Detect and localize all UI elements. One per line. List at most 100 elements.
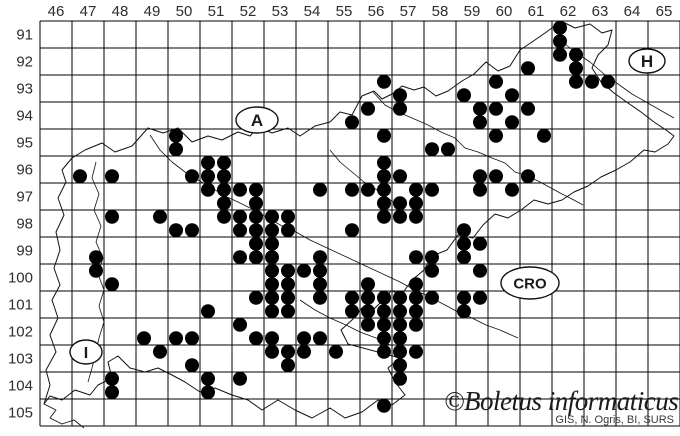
occurrence-dot xyxy=(153,209,167,224)
country-oval xyxy=(69,339,103,365)
occurrence-dot xyxy=(393,331,407,346)
occurrence-dot xyxy=(553,34,567,49)
occurrence-dot xyxy=(553,20,567,35)
occurrence-dot xyxy=(169,128,183,143)
row-axis-label: 101 xyxy=(8,297,33,314)
occurrence-dot xyxy=(217,209,231,224)
col-axis: 46 47 48 49 50 51 52 53 54 55 56 57 58 59 60 61 62 63 64 65 xyxy=(48,3,673,20)
occurrence-dot xyxy=(313,182,327,197)
occurrence-dot xyxy=(377,196,391,211)
row-axis-label: 100 xyxy=(8,270,33,287)
occurrence-dot xyxy=(409,182,423,197)
occurrence-dot xyxy=(265,209,279,224)
country-oval xyxy=(235,106,279,134)
occurrence-dot xyxy=(553,47,567,62)
occurrence-dot xyxy=(377,169,391,184)
occurrence-dot xyxy=(601,74,615,89)
row-axis-label: 93 xyxy=(16,81,33,98)
occurrence-dot xyxy=(393,101,407,116)
occurrence-dot xyxy=(425,142,439,157)
occurrence-dot xyxy=(361,304,375,319)
col-axis-label: 61 xyxy=(528,3,545,20)
row-axis-label: 102 xyxy=(8,324,33,341)
occurrence-dot xyxy=(409,290,423,305)
occurrence-dot xyxy=(201,371,215,386)
occurrence-dot xyxy=(217,155,231,170)
occurrence-dot xyxy=(409,250,423,265)
occurrence-dot xyxy=(505,115,519,130)
occurrence-dot xyxy=(409,304,423,319)
occurrence-dot xyxy=(201,304,215,319)
occurrence-dot xyxy=(105,277,119,292)
col-axis-label: 51 xyxy=(208,3,225,20)
occurrence-dot xyxy=(377,290,391,305)
grid-lines xyxy=(39,20,680,427)
occurrence-dot xyxy=(377,317,391,332)
occurrence-dot xyxy=(201,169,215,184)
occurrence-dot xyxy=(313,331,327,346)
row-axis: 91 92 93 94 95 96 97 98 99 100 101 102 103 104 105 xyxy=(8,27,33,422)
occurrence-dot xyxy=(409,277,423,292)
occurrence-dot xyxy=(217,196,231,211)
occurrence-dot xyxy=(297,344,311,359)
occurrence-dot xyxy=(489,101,503,116)
country-oval xyxy=(500,266,560,300)
country-label: A xyxy=(251,111,263,130)
occurrence-dot xyxy=(361,182,375,197)
occurrence-dot xyxy=(345,115,359,130)
occurrence-dot xyxy=(457,88,471,103)
occurrence-dot xyxy=(521,169,535,184)
occurrence-dot xyxy=(505,88,519,103)
occurrence-dot xyxy=(313,277,327,292)
occurrence-dot xyxy=(361,277,375,292)
occurrence-dot xyxy=(409,196,423,211)
occurrence-dot xyxy=(361,101,375,116)
occurrence-dot xyxy=(393,169,407,184)
occurrence-dot xyxy=(281,358,295,373)
occurrence-dot xyxy=(377,304,391,319)
row-axis-label: 104 xyxy=(8,378,33,395)
col-axis-label: 60 xyxy=(496,3,513,20)
occurrence-dot xyxy=(233,317,247,332)
occurrence-dot xyxy=(169,142,183,157)
occurrence-dot xyxy=(473,236,487,251)
occurrence-dot xyxy=(313,290,327,305)
col-axis-label: 46 xyxy=(48,3,65,20)
occurrence-dot xyxy=(233,223,247,238)
occurrence-dot xyxy=(217,169,231,184)
occurrence-dot xyxy=(249,209,263,224)
occurrence-dot xyxy=(281,209,295,224)
occurrence-dot xyxy=(105,385,119,400)
occurrence-dot xyxy=(233,182,247,197)
occurrence-dot xyxy=(265,250,279,265)
occurrence-dot xyxy=(425,250,439,265)
col-axis-label: 52 xyxy=(240,3,257,20)
occurrence-dot xyxy=(537,128,551,143)
occurrence-dot xyxy=(249,182,263,197)
occurrence-dot xyxy=(425,263,439,278)
occurrence-dot xyxy=(457,250,471,265)
country-label: H xyxy=(641,52,653,71)
occurrence-dot xyxy=(265,263,279,278)
occurrence-dot xyxy=(313,263,327,278)
occurrence-dot xyxy=(377,344,391,359)
country-oval xyxy=(628,48,666,74)
occurrence-dot xyxy=(457,223,471,238)
occurrence-dot xyxy=(265,331,279,346)
occurrence-dot xyxy=(169,223,183,238)
occurrence-dot xyxy=(361,317,375,332)
river-line xyxy=(299,299,391,346)
occurrence-dot xyxy=(185,223,199,238)
row-axis-label: 103 xyxy=(8,351,33,368)
river-line xyxy=(372,91,584,206)
occurrence-dot xyxy=(265,344,279,359)
occurrence-dot xyxy=(489,74,503,89)
occurrence-dot xyxy=(457,236,471,251)
occurrence-dot xyxy=(89,250,103,265)
col-axis-label: 57 xyxy=(400,3,417,20)
occurrence-dot xyxy=(217,182,231,197)
occurrence-dot xyxy=(329,344,343,359)
occurrence-dot xyxy=(105,209,119,224)
col-axis-label: 53 xyxy=(272,3,289,20)
